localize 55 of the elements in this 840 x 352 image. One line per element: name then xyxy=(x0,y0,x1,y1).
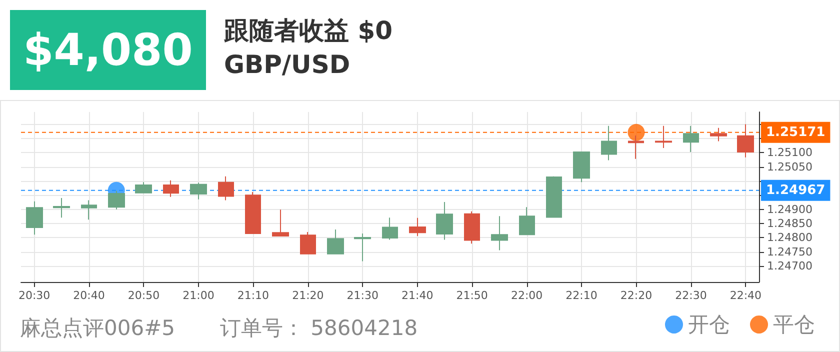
legend-label: 平仓 xyxy=(773,312,815,336)
candlestick xyxy=(601,125,617,161)
candlestick xyxy=(573,152,590,183)
x-tick-label: 22:20 xyxy=(620,289,652,302)
x-tick-label: 21:30 xyxy=(346,289,378,302)
candlestick xyxy=(737,124,754,158)
x-tick-label: 22:40 xyxy=(730,289,762,302)
chart-title: 跟随者收益 $0 xyxy=(224,15,392,47)
text: 订单号： 58604218 xyxy=(220,315,418,342)
candlestick xyxy=(26,200,43,236)
candlestick xyxy=(135,182,152,194)
text: $4,080 xyxy=(10,10,206,90)
candlestick xyxy=(218,176,234,201)
y-tick-label: 1.24800 xyxy=(767,231,812,244)
y-tick-label: 1.24750 xyxy=(767,245,812,258)
x-tick-label: 21:10 xyxy=(237,289,270,302)
x-tick-label: 21:50 xyxy=(456,289,488,302)
candlestick xyxy=(464,210,480,244)
candlestick xyxy=(327,228,344,254)
x-tick-label: 22:30 xyxy=(675,289,707,302)
candlestick xyxy=(382,217,398,240)
candlestick xyxy=(354,232,371,262)
chart-subtitle: GBP/USD xyxy=(224,50,350,79)
y-tick-label: 1.25050 xyxy=(767,160,812,174)
legend-label: 开仓 xyxy=(688,312,730,336)
y-tick-label: 1.24850 xyxy=(767,217,812,230)
ref-line-label: 1.24967 xyxy=(766,182,826,198)
candlestick xyxy=(300,232,316,254)
x-tick-label: 22:00 xyxy=(510,289,543,302)
candlestick xyxy=(245,192,261,234)
x-tick-label: 22:10 xyxy=(566,289,598,302)
candlestick xyxy=(519,206,535,236)
candlestick xyxy=(53,197,70,218)
x-tick-label: 21:40 xyxy=(402,289,434,302)
candlestick xyxy=(163,180,179,198)
y-tick-label: 1.25100 xyxy=(767,146,812,160)
y-tick-label: 1.24900 xyxy=(767,202,812,216)
candlestick xyxy=(409,217,426,237)
candlestick xyxy=(655,125,672,149)
text: 麻总点评006#5 xyxy=(20,315,176,342)
candlestick xyxy=(436,201,453,240)
candlestick xyxy=(710,127,727,142)
ref-line-label: 1.25171 xyxy=(766,124,826,140)
candlestick xyxy=(546,176,562,218)
y-tick-label: 1.24700 xyxy=(767,260,812,273)
candlestick xyxy=(272,209,289,237)
candlestick xyxy=(491,216,508,251)
x-tick-label: 20:40 xyxy=(73,289,105,302)
candlestick xyxy=(190,182,207,200)
candlestick xyxy=(81,200,97,220)
x-tick-label: 20:50 xyxy=(128,289,160,302)
x-tick-label: 21:00 xyxy=(182,289,214,302)
x-tick-label: 20:30 xyxy=(18,289,50,302)
x-tick-label: 21:20 xyxy=(292,289,324,302)
candlestick xyxy=(683,125,699,153)
